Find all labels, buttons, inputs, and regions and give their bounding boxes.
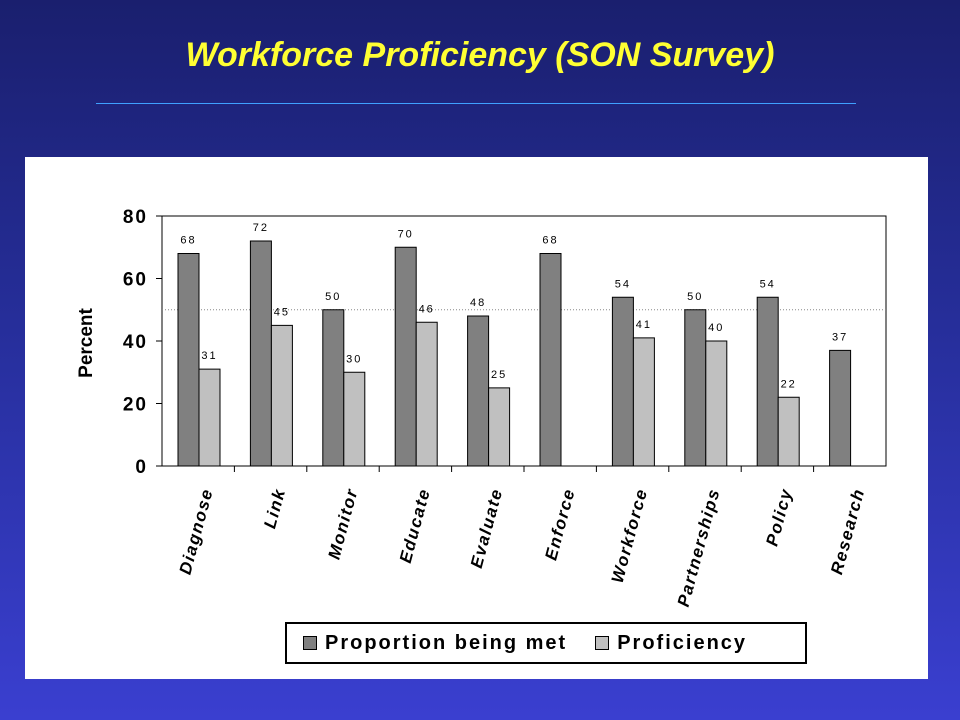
category-label-workforce: Workforce	[608, 486, 652, 585]
bar-met-policy	[756, 296, 779, 467]
category-label-diagnose: Diagnose	[176, 486, 217, 576]
bar-met-evaluate	[467, 315, 490, 467]
category-label-evaluate: Evaluate	[467, 486, 507, 570]
category-label-partnerships: Partnerships	[674, 486, 724, 609]
category-label-link: Link	[260, 486, 289, 531]
y-tick-label: 0	[135, 457, 148, 478]
data-label: 50	[325, 291, 341, 303]
data-label: 72	[253, 222, 269, 234]
bar-proficiency-evaluate	[488, 387, 511, 467]
category-label-research: Research	[827, 486, 868, 576]
bar-met-monitor	[322, 309, 345, 467]
slide-title: Workforce Proficiency (SON Survey)	[185, 36, 775, 74]
bar-met-enforce	[539, 253, 562, 467]
y-axis-label: Percent	[76, 307, 97, 377]
chart-legend: Proportion being met Proficiency	[285, 622, 807, 664]
bar-proficiency-monitor	[343, 371, 366, 467]
y-tick-label: 40	[123, 332, 148, 353]
bar-proficiency-policy	[777, 396, 800, 467]
bar-met-workforce	[611, 296, 634, 467]
title-divider	[96, 103, 856, 104]
data-label: 30	[346, 353, 362, 365]
category-label-monitor: Monitor	[324, 486, 361, 561]
bar-met-educate	[394, 246, 417, 467]
legend-label-met: Proportion being met	[325, 631, 568, 654]
bar-proficiency-partnerships	[705, 340, 728, 467]
bar-met-link	[249, 240, 272, 467]
legend-swatch-proficiency	[595, 636, 610, 650]
legend-item-proficiency: Proficiency	[595, 632, 747, 655]
data-label: 25	[491, 369, 507, 381]
y-tick-label: 60	[123, 270, 148, 291]
bar-proficiency-workforce	[632, 337, 655, 467]
data-label: 41	[636, 319, 652, 331]
bar-met-partnerships	[684, 309, 707, 467]
y-tick-label: 20	[123, 395, 148, 416]
bar-met-diagnose	[177, 253, 200, 467]
data-label: 68	[542, 235, 558, 247]
data-label: 37	[832, 331, 848, 343]
data-label: 70	[398, 228, 414, 240]
chart-panel: 0 20 40 60 80 Percent 68 31 Diagnose 72 45 Link 50 30…	[25, 157, 928, 679]
data-label: 22	[781, 378, 797, 390]
data-label: 45	[274, 306, 290, 318]
data-label: 46	[419, 303, 435, 315]
bar-met-research	[829, 349, 852, 467]
data-label: 54	[615, 278, 631, 290]
data-label: 31	[201, 350, 217, 362]
legend-item-met: Proportion being met	[303, 632, 567, 655]
data-label: 54	[760, 278, 776, 290]
category-label-policy: Policy	[762, 486, 796, 548]
legend-label-proficiency: Proficiency	[617, 631, 748, 654]
bar-proficiency-link	[270, 324, 293, 467]
legend-swatch-met	[303, 636, 317, 650]
category-label-enforce: Enforce	[541, 486, 578, 562]
bar-proficiency-diagnose	[198, 368, 221, 467]
data-label: 40	[708, 322, 724, 334]
y-tick-label: 80	[123, 207, 148, 228]
data-label: 48	[470, 297, 486, 309]
category-label-educate: Educate	[396, 486, 434, 565]
data-label: 50	[687, 291, 703, 303]
bar-proficiency-educate	[415, 321, 438, 467]
bar-chart: 0 20 40 60 80 Percent 68 31 Diagnose 72 45 Link 50 30…	[76, 207, 887, 609]
data-label: 68	[180, 235, 196, 247]
